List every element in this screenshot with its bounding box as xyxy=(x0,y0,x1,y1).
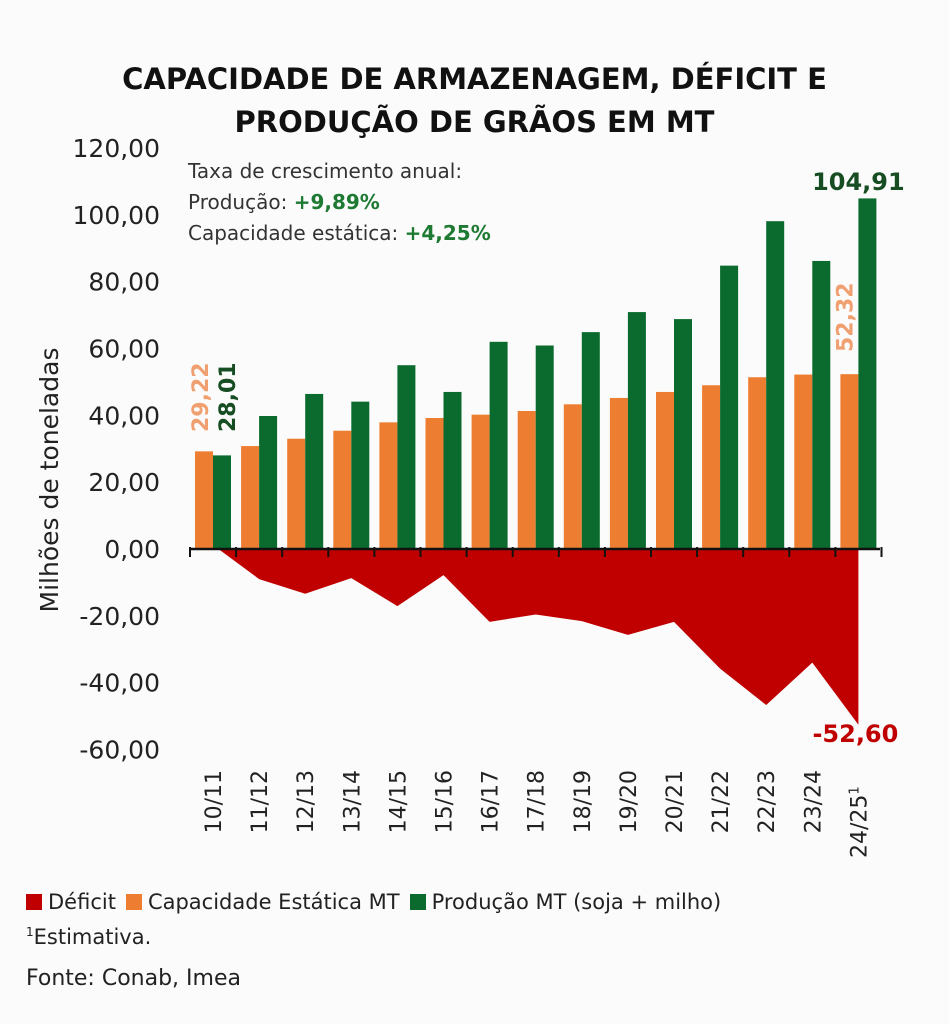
x-tick-label: 19/20 xyxy=(617,770,642,833)
capacidade-bar xyxy=(609,397,628,549)
x-tick-label: 14/15 xyxy=(386,770,411,833)
x-tick-label: 10/11 xyxy=(202,770,227,833)
producao-bar xyxy=(259,416,278,549)
x-tick-label: 21/22 xyxy=(709,770,734,833)
label-producao-last: 104,91 xyxy=(812,168,905,196)
capacidade-bar xyxy=(563,404,582,549)
label-capacidade-last: 52,32 xyxy=(833,282,858,352)
capacidade-bar xyxy=(794,374,813,549)
y-tick-label: 120,00 xyxy=(73,134,160,163)
producao-bar xyxy=(489,341,508,549)
legend-item-producao: Produção MT (soja + milho) xyxy=(409,890,722,914)
y-axis-title: Milhões de toneladas xyxy=(35,348,64,613)
producao-bar xyxy=(305,393,324,549)
legend-swatch-deficit xyxy=(26,894,42,910)
y-tick-label: 0,00 xyxy=(104,535,160,564)
notes-heading: Taxa de crescimento anual: xyxy=(188,159,463,183)
capacidade-bar xyxy=(471,414,490,549)
capacidade-bar xyxy=(379,422,398,549)
producao-bar xyxy=(812,260,831,549)
footnote-text: Estimativa. xyxy=(33,925,152,949)
capacidade-bar xyxy=(241,446,260,549)
y-tick-label: 80,00 xyxy=(88,268,160,297)
producao-bar xyxy=(443,391,462,549)
legend: Déficit Capacidade Estática MT Produção … xyxy=(26,890,721,914)
x-tick-label: 12/13 xyxy=(294,770,319,833)
y-tick-label: 20,00 xyxy=(88,468,160,497)
legend-swatch-capacidade xyxy=(125,894,142,910)
y-tick-label: -20,00 xyxy=(79,602,160,631)
legend-swatch-producao xyxy=(409,894,426,910)
x-tick-label: 24/251 xyxy=(847,786,872,858)
x-tick-label: 20/21 xyxy=(663,770,688,833)
producao-bar xyxy=(581,332,600,549)
y-tick-label: -40,00 xyxy=(79,669,160,698)
x-tick-label: 17/18 xyxy=(525,770,550,833)
x-tick-label: 11/12 xyxy=(248,770,273,833)
producao-growth: +9,89% xyxy=(293,190,380,214)
y-tick-label: 60,00 xyxy=(88,335,160,364)
x-tick-label: 15/16 xyxy=(433,770,458,833)
capacidade-bar xyxy=(702,385,721,549)
producao-bar xyxy=(397,365,416,549)
title-line-1: CAPACIDADE DE ARMAZENAGEM, DÉFICIT E xyxy=(122,62,827,96)
capacidade-bar xyxy=(287,438,306,549)
x-tick-label: 22/23 xyxy=(755,770,780,833)
capacidade-bar xyxy=(333,430,352,549)
label-capacidade-first: 29,22 xyxy=(189,362,214,432)
footnote: 1Estimativa. xyxy=(26,925,151,949)
legend-label: Déficit xyxy=(48,890,116,914)
capacidade-growth: +4,25% xyxy=(404,221,491,245)
capacidade-bar xyxy=(840,374,859,549)
label-producao-first: 28,01 xyxy=(216,362,241,432)
capacidade-bar xyxy=(517,410,536,549)
footnote-mark: 1 xyxy=(26,925,34,939)
x-tick-label: 13/14 xyxy=(340,770,365,833)
x-tick-label: 16/17 xyxy=(479,770,504,833)
capacidade-label: Capacidade estática: xyxy=(188,221,399,245)
source: Fonte: Conab, Imea xyxy=(26,966,241,991)
x-tick-label: 18/19 xyxy=(571,770,596,833)
producao-bar xyxy=(213,455,231,549)
producao-bar xyxy=(674,319,692,549)
capacidade-bar xyxy=(195,451,213,549)
legend-label: Produção MT (soja + milho) xyxy=(431,890,722,914)
title-line-2: PRODUÇÃO DE GRÃOS EM MT xyxy=(234,105,715,139)
x-tick-label: 23/24 xyxy=(801,770,826,833)
growth-notes: Taxa de crescimento anual: Produção: +9,… xyxy=(188,156,491,249)
producao-bar xyxy=(627,312,646,549)
deficit-area xyxy=(205,544,859,725)
producao-bar xyxy=(720,265,739,549)
y-tick-label: 40,00 xyxy=(88,401,160,430)
producao-label: Produção: xyxy=(188,190,288,214)
producao-bar xyxy=(351,401,370,549)
label-deficit-last: -52,60 xyxy=(812,720,898,748)
capacidade-bar xyxy=(748,377,767,549)
producao-bar xyxy=(535,345,554,549)
producao-bar xyxy=(858,198,877,549)
capacidade-bar xyxy=(656,391,674,549)
category-footnote-mark: 1 xyxy=(847,786,862,794)
legend-item-deficit: Déficit xyxy=(26,890,116,914)
producao-bar xyxy=(766,221,785,549)
y-tick-label: -60,00 xyxy=(79,736,160,765)
y-tick-label: 100,00 xyxy=(73,201,160,230)
legend-label: Capacidade Estática MT xyxy=(147,890,400,914)
capacidade-bar xyxy=(425,418,444,549)
chart-title: CAPACIDADE DE ARMAZENAGEM, DÉFICIT E PRO… xyxy=(0,58,949,144)
legend-item-capacidade: Capacidade Estática MT xyxy=(125,890,400,914)
